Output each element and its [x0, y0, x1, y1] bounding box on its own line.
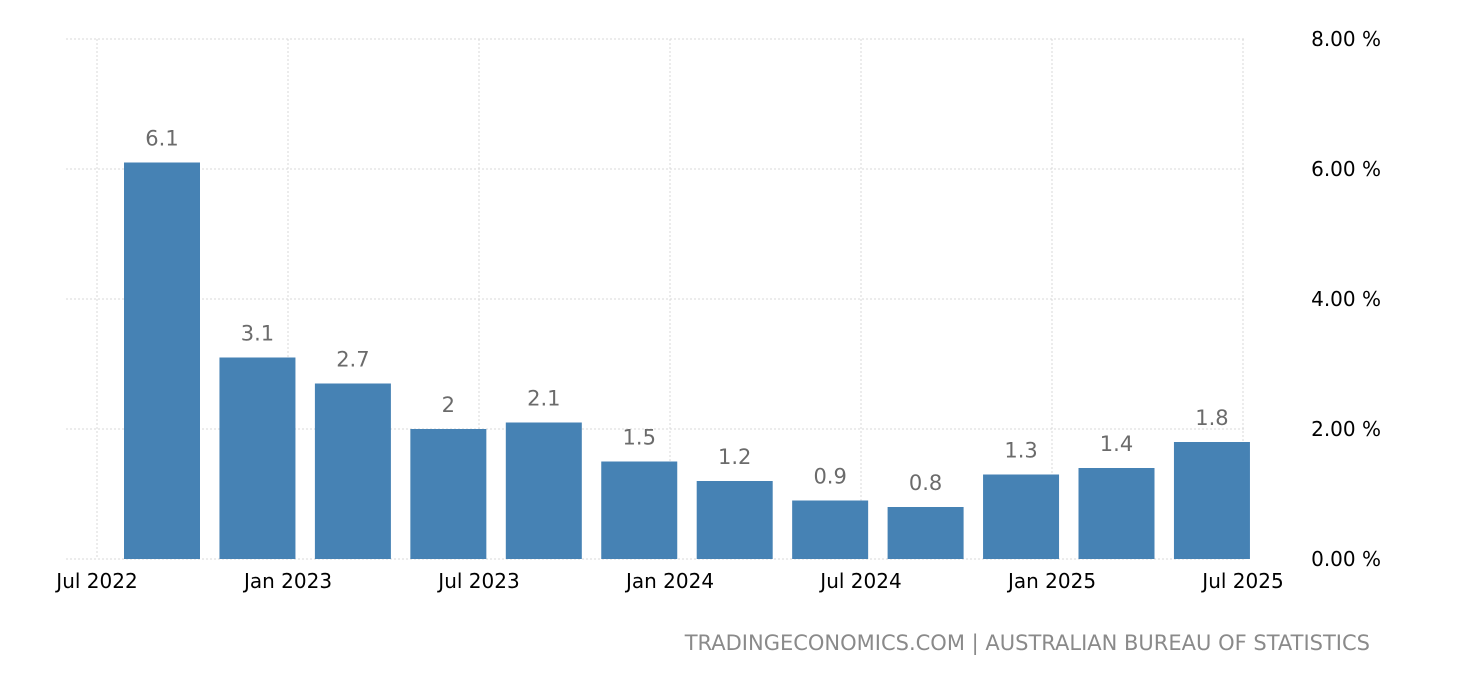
bar-jan-2025[interactable]	[1078, 468, 1155, 559]
x-axis: Jul 2022 Jan 2023 Jul 2023 Jan 2024 Jul 2024…	[54, 569, 1283, 593]
data-label: 2.1	[527, 387, 560, 411]
data-labels: 6.1 3.1 2.7 2 2.1 1.5 1.2 0.9 0.8 1.3 1.4 1.8	[145, 127, 1228, 496]
x-tick-label: Jan 2023	[242, 569, 332, 593]
bar-jul-2023[interactable]	[505, 422, 582, 560]
data-label: 1.2	[718, 445, 751, 469]
bar-oct-2023[interactable]	[601, 461, 678, 560]
y-axis: 0.00 % 2.00 % 4.00 % 6.00 % 8.00 %	[1311, 27, 1381, 571]
bar-jul-2022[interactable]	[124, 162, 200, 560]
bar-jul-2024[interactable]	[887, 507, 964, 559]
bar-apr-2024[interactable]	[792, 500, 869, 560]
data-label: 1.5	[623, 426, 656, 450]
data-label: 0.8	[909, 471, 942, 495]
y-tick-label: 0.00 %	[1311, 547, 1381, 571]
data-label: 2	[442, 393, 455, 417]
x-tick-label: Jan 2024	[624, 569, 714, 593]
y-tick-label: 2.00 %	[1311, 417, 1381, 441]
data-label: 1.4	[1100, 432, 1133, 456]
data-label: 2.7	[336, 348, 369, 372]
source-label: TRADINGECONOMICS.COM | AUSTRALIAN BUREAU…	[684, 631, 1370, 656]
y-tick-label: 8.00 %	[1311, 27, 1381, 51]
data-label: 6.1	[145, 127, 178, 151]
data-label: 0.9	[813, 465, 846, 489]
x-tick-label: Jul 2022	[54, 569, 137, 593]
x-tick-label: Jul 2024	[818, 569, 901, 593]
y-tick-label: 4.00 %	[1311, 287, 1381, 311]
x-tick-label: Jul 2023	[436, 569, 519, 593]
bar-apr-2023[interactable]	[410, 429, 487, 559]
bar-oct-2022[interactable]	[219, 357, 296, 560]
bar-jan-2024[interactable]	[696, 481, 773, 559]
x-tick-label: Jul 2025	[1200, 569, 1283, 593]
bar-jan-2023[interactable]	[314, 383, 391, 560]
bars	[124, 162, 1250, 560]
y-tick-label: 6.00 %	[1311, 157, 1381, 181]
data-label: 1.3	[1004, 439, 1037, 463]
data-label: 1.8	[1195, 406, 1228, 430]
bar-apr-2025[interactable]	[1173, 442, 1250, 559]
bar-oct-2024[interactable]	[983, 474, 1060, 560]
x-tick-label: Jan 2025	[1006, 569, 1096, 593]
data-label: 3.1	[241, 322, 274, 346]
